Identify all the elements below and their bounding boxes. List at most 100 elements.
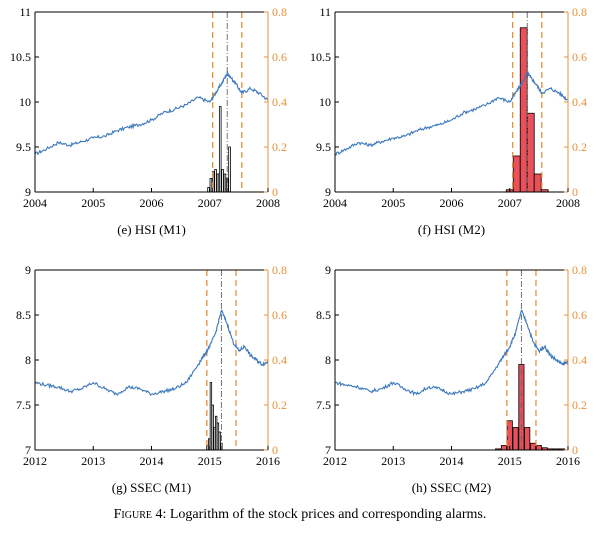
y-right-tick-label: 0.2 [272, 140, 287, 154]
y-right-tick-label: 0 [272, 443, 278, 457]
y-tick-label: 10.5 [10, 50, 31, 64]
alarm-bar [519, 27, 528, 193]
price-line [34, 70, 269, 156]
alarm-bar [206, 445, 209, 451]
alarm-bar [506, 420, 513, 451]
chart-panel-g: 7 7.5 8 8.5 9 0 0.2 0.4 0.6 0.8 2012 2013 2014 2015 20… [16, 263, 287, 495]
y-right-tick-label: 0.4 [272, 353, 287, 367]
y-right-tick-label: 0.4 [572, 353, 587, 367]
alarm-bar [223, 173, 227, 193]
panel-subcaption: (e) HSI (M1) [117, 222, 186, 237]
x-tick-label: 2013 [381, 454, 405, 468]
y-tick-label: 8.5 [316, 308, 331, 322]
y-tick-label: 9 [25, 185, 31, 199]
y-right-tick-label: 0 [572, 443, 578, 457]
x-tick-label: 2005 [81, 196, 105, 210]
alarm-bar [228, 146, 231, 193]
panel-subcaption: (g) SSEC (M1) [112, 480, 191, 495]
y-tick-label: 8 [25, 353, 31, 367]
y-right-tick-label: 0.6 [572, 50, 587, 64]
y-right-tick-label: 0.2 [572, 140, 587, 154]
x-tick-label: 2015 [498, 454, 522, 468]
price-line [334, 309, 569, 397]
alarm-bar [218, 431, 221, 451]
alarm-bar [524, 427, 531, 451]
y-right-tick-label: 0.8 [572, 5, 587, 19]
x-tick-label: 2007 [198, 196, 222, 210]
y-right-tick-label: 0.8 [272, 263, 287, 277]
x-tick-label: 2014 [140, 454, 164, 468]
y-tick-label: 10.5 [310, 50, 331, 64]
x-tick-label: 2013 [81, 454, 105, 468]
chart-panel-e: 9 9.5 10 10.5 11 0 0.2 0.4 0.6 0.8 2004 2005 2006 200… [10, 5, 287, 237]
x-tick-label: 2006 [140, 196, 164, 210]
y-tick-label: 10 [19, 95, 31, 109]
alarm-bar [216, 173, 220, 193]
x-tick-label: 2012 [323, 454, 347, 468]
y-tick-label: 8.5 [16, 308, 31, 322]
alarm-bar [530, 442, 537, 451]
y-tick-label: 7 [325, 443, 331, 457]
alarm-bar [209, 178, 213, 193]
x-tick-label: 2007 [498, 196, 522, 210]
y-tick-label: 7 [25, 443, 31, 457]
y-tick-label: 9.5 [16, 140, 31, 154]
y-right-tick-label: 0 [572, 185, 578, 199]
x-tick-label: 2015 [198, 454, 222, 468]
x-tick-label: 2008 [556, 196, 580, 210]
price-line [334, 70, 569, 156]
y-tick-label: 11 [19, 5, 31, 19]
alarm-bar [216, 422, 220, 451]
alarm-bar [213, 427, 216, 451]
y-tick-label: 9 [325, 263, 331, 277]
y-right-tick-label: 0.2 [272, 398, 287, 412]
alarm-bar [512, 427, 519, 451]
y-tick-label: 7.5 [316, 398, 331, 412]
y-tick-label: 9 [25, 263, 31, 277]
y-tick-label: 10 [319, 95, 331, 109]
y-tick-label: 7.5 [16, 398, 31, 412]
chart-panel-f: 9 9.5 10 10.5 11 0 0.2 0.4 0.6 0.8 2004 2005 2006 200… [310, 5, 587, 237]
y-right-tick-label: 0.4 [272, 95, 287, 109]
y-right-tick-label: 0.6 [272, 50, 287, 64]
x-tick-label: 2004 [323, 196, 347, 210]
panel-subcaption: (f) HSI (M2) [418, 222, 485, 237]
x-tick-label: 2016 [256, 454, 280, 468]
x-tick-label: 2012 [23, 454, 47, 468]
x-tick-label: 2014 [440, 454, 464, 468]
alarm-bar [500, 445, 507, 451]
alarm-bar [535, 445, 542, 451]
alarm-bar [207, 187, 210, 193]
y-tick-label: 9 [325, 185, 331, 199]
y-right-tick-label: 0.6 [272, 308, 287, 322]
y-right-tick-label: 0 [272, 185, 278, 199]
y-right-tick-label: 0.8 [572, 263, 587, 277]
y-right-tick-label: 0.6 [572, 308, 587, 322]
y-right-tick-label: 0.4 [572, 95, 587, 109]
y-right-tick-label: 0.8 [272, 5, 287, 19]
alarm-bar [215, 415, 218, 451]
y-tick-label: 9.5 [316, 140, 331, 154]
alarm-bar [218, 106, 222, 193]
y-tick-label: 8 [325, 353, 331, 367]
panel-subcaption: (h) SSEC (M2) [412, 480, 491, 495]
alarm-bar [209, 382, 213, 451]
alarm-bar [533, 173, 542, 193]
alarm-bar [211, 404, 214, 451]
y-tick-label: 11 [319, 5, 331, 19]
x-tick-label: 2008 [256, 196, 280, 210]
figure-caption-text: Logarithm of the stock prices and corres… [169, 507, 487, 522]
alarm-bar [214, 169, 217, 193]
price-line [34, 309, 269, 397]
chart-panel-h: 7 7.5 8 8.5 9 0 0.2 0.4 0.6 0.8 2012 2013 2014 2015 20… [316, 263, 587, 495]
y-right-tick-label: 0.2 [572, 398, 587, 412]
alarm-bar [526, 112, 535, 193]
alarm-bar [512, 155, 521, 193]
x-tick-label: 2006 [440, 196, 464, 210]
x-tick-label: 2005 [381, 196, 405, 210]
x-tick-label: 2016 [556, 454, 580, 468]
alarm-bar [221, 169, 224, 193]
figure-caption: Figure 4: Logarithm of the stock prices … [0, 507, 600, 523]
figure-label: Figure 4: [113, 507, 167, 522]
